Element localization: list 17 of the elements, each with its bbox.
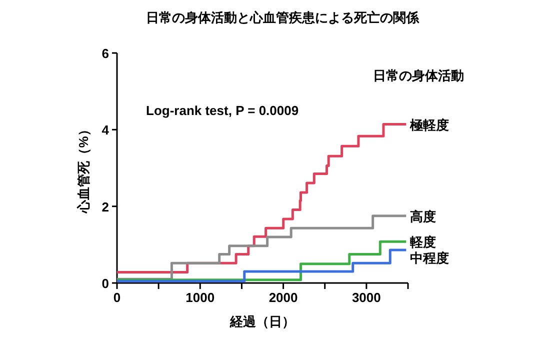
x-tick-label: 1000 [186,290,215,305]
x-tick-label: 0 [113,290,121,305]
x-tick-label: 3000 [352,290,381,305]
y-tick-label: 6 [102,46,109,61]
series-label: 高度 [410,208,436,224]
chart-title: 日常の身体活動と心血管疾患による死亡の関係 [146,10,420,25]
annotation: Log-rank test, P = 0.0009 [146,103,299,118]
series-label: 中程度 [410,250,450,266]
y-tick-label: 0 [102,276,109,291]
y-axis-title: 心血管死（%） [76,123,91,214]
series-label: 軽度 [409,234,436,250]
x-axis-title: 経過（日） [229,314,295,329]
y-tick-label: 2 [102,199,109,214]
series-label: 極軽度 [409,117,450,132]
y-tick-label: 4 [102,122,110,138]
legend-title: 日常の身体活動 [373,68,464,83]
x-tick-label: 2000 [268,290,298,305]
